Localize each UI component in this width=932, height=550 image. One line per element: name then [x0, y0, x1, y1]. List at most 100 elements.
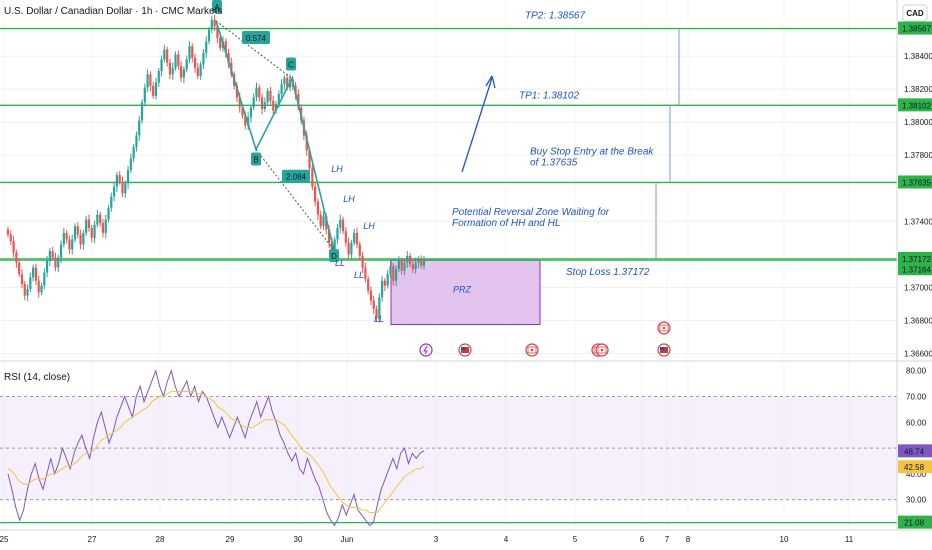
candle-body [57, 257, 60, 268]
candle-body [76, 226, 79, 235]
candle-body [353, 232, 356, 243]
candle-body [269, 90, 272, 101]
candle-body [355, 232, 359, 245]
price-badge [898, 175, 932, 189]
ratio-label: 2.084 [286, 173, 307, 182]
candle-body [347, 242, 350, 255]
candle-body [322, 216, 325, 227]
time-tick-label: 3 [434, 535, 439, 544]
swing-label: LL [354, 270, 364, 280]
swing-label: LH [363, 221, 375, 231]
candle-body [37, 280, 40, 293]
rsi-badge [898, 460, 932, 474]
candle-body [171, 67, 174, 75]
candle-body [244, 115, 247, 126]
candle-body [115, 175, 118, 187]
candle-body [297, 94, 300, 108]
candle-body [18, 262, 21, 275]
swing-label: LL [374, 314, 384, 324]
prz-note: Formation of HH and HL [452, 218, 560, 229]
candle-body [227, 52, 230, 63]
candle-body [180, 66, 183, 78]
candle-body [286, 77, 289, 88]
candle-body [369, 290, 373, 301]
candle-body [392, 265, 395, 281]
candle-body [205, 41, 208, 53]
candle-body [325, 216, 328, 230]
candle-body [29, 277, 32, 289]
candle-body [110, 196, 113, 209]
currency-button[interactable] [902, 4, 928, 22]
candle-body [344, 231, 347, 243]
candle-body [62, 232, 65, 245]
candle-body [34, 267, 38, 281]
candle-body [196, 67, 199, 76]
candle-body [26, 288, 29, 296]
swing-label: LH [331, 164, 343, 174]
candle-body [112, 186, 116, 197]
candle-body [85, 219, 88, 233]
candle-body [93, 224, 96, 238]
candle-body [157, 71, 160, 83]
candle-body [330, 242, 333, 250]
candle-body [65, 232, 68, 240]
time-tick-label: 25 [0, 535, 9, 544]
candle-body [414, 262, 417, 270]
rsi-band [0, 396, 897, 500]
candle-body [96, 214, 99, 225]
candle-body [45, 260, 49, 273]
price-badge [898, 21, 932, 35]
candle-body [213, 19, 216, 27]
candle-body [224, 41, 227, 53]
candle-body [99, 214, 102, 223]
candle-body [308, 150, 311, 169]
candle-body [140, 102, 144, 121]
candle-body [166, 49, 169, 63]
candle-body [266, 90, 269, 103]
candle-body [20, 274, 24, 285]
candle-body [185, 59, 188, 70]
time-tick-label: 4 [504, 535, 509, 544]
price-badge-label: 1.38567 [902, 25, 931, 34]
time-tick-label: 8 [686, 535, 691, 544]
price-tick-label: 1.37800 [904, 151, 932, 160]
pattern-point-marker [251, 152, 261, 166]
candle-body [68, 239, 71, 250]
currency-label[interactable]: CAD [906, 9, 924, 18]
candle-body [101, 222, 105, 233]
pattern-point-label: A [214, 3, 220, 12]
candle-body [389, 265, 392, 275]
level-lines [0, 27, 897, 261]
candle-body [420, 259, 423, 266]
price-badge [898, 251, 932, 265]
candle-body [107, 208, 110, 220]
prz-label: PRZ [453, 284, 472, 294]
pattern-retracement [255, 149, 335, 251]
candle-body [193, 57, 197, 68]
candle-body [350, 242, 353, 255]
event-icons [419, 321, 671, 357]
candle-body [367, 279, 370, 291]
candle-body [400, 260, 403, 271]
candle-body [87, 219, 91, 228]
level-label: Buy Stop Entry at the Break [530, 146, 654, 157]
price-badge-label: 1.37164 [902, 265, 931, 274]
time-tick-label: 5 [573, 535, 578, 544]
candle-body [378, 297, 381, 319]
candle-body [23, 284, 26, 296]
candle-body [210, 19, 213, 30]
level-label: TP1: 1.38102 [519, 90, 579, 101]
candle-body [163, 49, 166, 60]
time-tick-label: 11 [845, 535, 854, 544]
candle-body [126, 170, 130, 184]
flag-fill [461, 347, 465, 350]
price-tick-label: 1.38400 [904, 52, 932, 61]
rsi-badge-label: 42.58 [904, 463, 925, 472]
rsi-badge-label: 21.08 [904, 519, 925, 528]
candle-body [121, 181, 124, 194]
rsi-badge [898, 515, 932, 529]
rsi-title: RSI (14, close) [4, 372, 70, 383]
candle-body [397, 260, 400, 270]
ratio-badge [242, 30, 270, 44]
candle-body [386, 274, 389, 286]
